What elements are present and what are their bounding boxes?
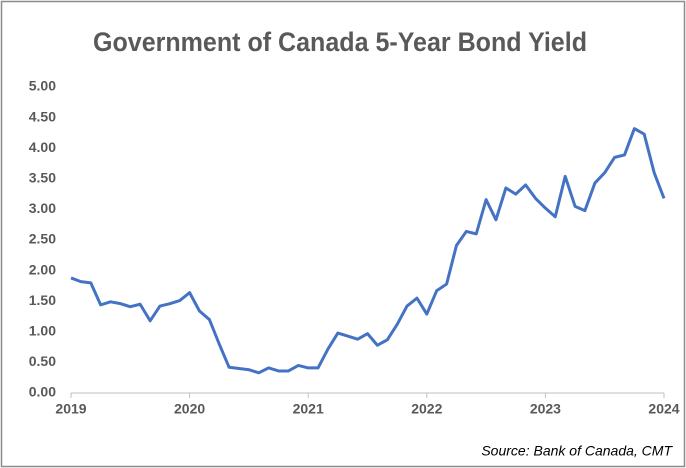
x-tick-label: 2021	[293, 401, 324, 417]
y-tick-label: 4.50	[29, 108, 56, 124]
chart-title: Government of Canada 5-Year Bond Yield	[93, 27, 587, 57]
x-tick-label: 2020	[174, 401, 205, 417]
x-tick-label: 2022	[411, 401, 442, 417]
y-tick-label: 2.00	[29, 261, 56, 277]
y-tick-label: 2.50	[29, 231, 56, 247]
y-tick-label: 0.00	[29, 384, 56, 400]
line-series	[70, 127, 666, 375]
source-note: Source: Bank of Canada, CMT	[481, 443, 673, 459]
x-tick-label: 2024	[648, 401, 679, 417]
y-tick-label: 1.00	[29, 323, 56, 339]
y-tick-label: 3.50	[29, 170, 56, 186]
y-tick-label: 3.00	[29, 200, 56, 216]
x-tick-label: 2023	[530, 401, 561, 417]
y-tick-label: 4.00	[29, 139, 56, 155]
x-tick-label: 2019	[55, 401, 86, 417]
y-tick-label: 5.00	[29, 78, 56, 94]
y-tick-label: 1.50	[29, 292, 56, 308]
y-tick-label: 0.50	[29, 353, 56, 369]
